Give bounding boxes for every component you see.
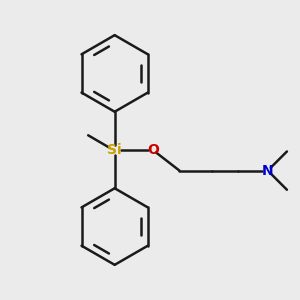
Text: O: O — [147, 143, 159, 157]
Text: Si: Si — [107, 143, 122, 157]
Text: N: N — [262, 164, 274, 178]
